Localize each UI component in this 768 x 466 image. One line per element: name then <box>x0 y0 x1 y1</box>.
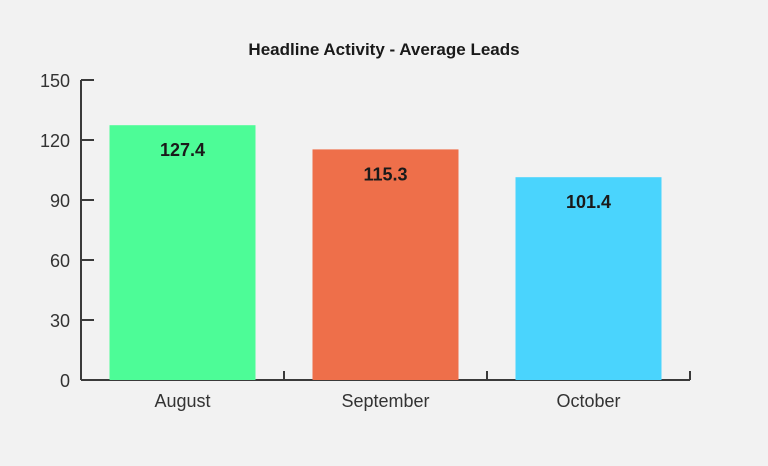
data-label: 101.4 <box>566 192 611 212</box>
chart-title: Headline Activity - Average Leads <box>248 40 519 59</box>
bar-august <box>109 125 256 380</box>
bars <box>109 125 662 380</box>
x-category-label: September <box>341 391 429 411</box>
y-tick-label: 150 <box>40 71 70 91</box>
x-category-label: August <box>154 391 210 411</box>
bar-september <box>312 149 459 380</box>
data-label: 115.3 <box>363 164 407 184</box>
x-category-label: October <box>556 391 620 411</box>
y-tick-label: 30 <box>50 311 70 331</box>
y-tick-label: 60 <box>50 251 70 271</box>
y-tick-label: 0 <box>60 371 70 391</box>
y-tick-label: 90 <box>50 191 70 211</box>
y-tick-label: 120 <box>40 131 70 151</box>
bar-october <box>515 177 662 380</box>
labels: 127.4 August 115.3 September 101.4 October <box>154 140 620 411</box>
data-label: 127.4 <box>160 140 205 160</box>
